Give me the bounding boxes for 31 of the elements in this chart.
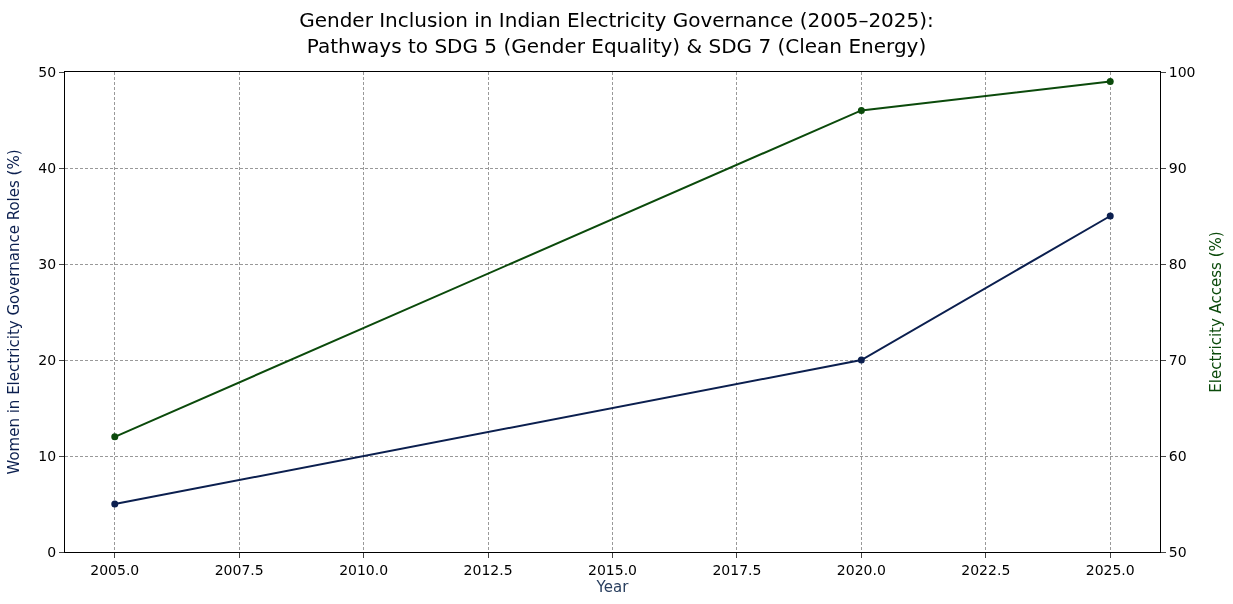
y2-tick-label: 70 [1168, 351, 1187, 368]
y2-tick-label: 90 [1168, 159, 1187, 176]
y2-tick-label: 50 [1168, 543, 1187, 560]
x-tick-label: 2017.5 [712, 561, 762, 578]
point [111, 433, 119, 441]
point [857, 356, 865, 364]
x-tick-label: 2022.5 [961, 561, 1011, 578]
y2-tick-label: 60 [1168, 447, 1187, 464]
x-tick-label: 2025.0 [1085, 561, 1135, 578]
point [1106, 78, 1114, 86]
x-tick-label: 2020.0 [836, 561, 886, 578]
x-tick-label: 2015.0 [588, 561, 637, 578]
y-tick-label: 50 [38, 63, 57, 80]
x-tick-label: 2007.5 [214, 561, 264, 578]
y-tick-label: 40 [38, 159, 57, 176]
point [1106, 212, 1114, 220]
y-tick-label: 10 [38, 447, 57, 464]
x-axis-title: Year [595, 577, 630, 596]
x-tick-label: 2005.0 [90, 561, 140, 578]
y2-axis-title: Electricity Access (%) [1206, 231, 1225, 393]
y2-tick-label: 100 [1168, 63, 1196, 80]
y-tick-label: 20 [38, 351, 57, 368]
x-tick-label: 2012.5 [463, 561, 513, 578]
y-tick-label: 0 [47, 543, 57, 560]
point [111, 500, 119, 508]
x-tick-label: 2010.0 [339, 561, 389, 578]
y-tick-label: 30 [38, 255, 57, 272]
point [857, 106, 865, 114]
y-axis-title: Women in Electricity Governance Roles (%) [4, 149, 23, 475]
chart-title: Gender Inclusion in Indian Electricity Governance (2005–2025): Pathways to SDG 5 (Gender Equality) & SDG 7 (Clean Energy) [299, 8, 934, 59]
y2-tick-label: 80 [1168, 255, 1187, 272]
